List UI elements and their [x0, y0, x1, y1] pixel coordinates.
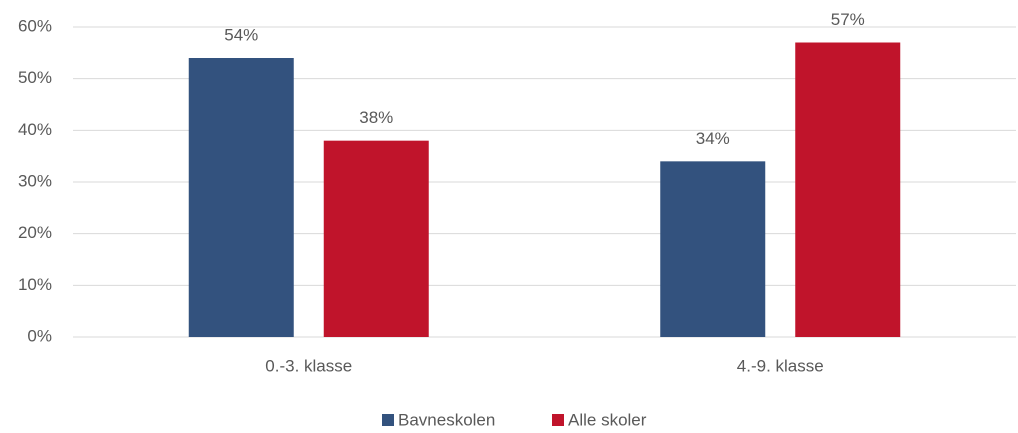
legend-label: Bavneskolen — [398, 410, 495, 429]
y-tick-label: 60% — [18, 16, 52, 35]
data-label: 34% — [696, 129, 730, 148]
data-label: 38% — [359, 108, 393, 127]
legend-swatch — [382, 414, 394, 426]
y-tick-label: 0% — [27, 326, 52, 345]
bar — [795, 42, 901, 337]
x-tick-label: 0.-3. klasse — [265, 356, 352, 375]
data-label: 57% — [831, 10, 865, 29]
bar — [660, 161, 766, 337]
bar — [323, 140, 429, 337]
y-tick-label: 40% — [18, 120, 52, 139]
y-tick-label: 10% — [18, 275, 52, 294]
legend-swatch — [552, 414, 564, 426]
bar — [188, 58, 294, 337]
x-tick-label: 4.-9. klasse — [737, 356, 824, 375]
y-tick-label: 20% — [18, 223, 52, 242]
y-tick-label: 30% — [18, 171, 52, 190]
y-tick-label: 50% — [18, 68, 52, 87]
legend-label: Alle skoler — [568, 410, 647, 429]
data-label: 54% — [224, 25, 258, 44]
